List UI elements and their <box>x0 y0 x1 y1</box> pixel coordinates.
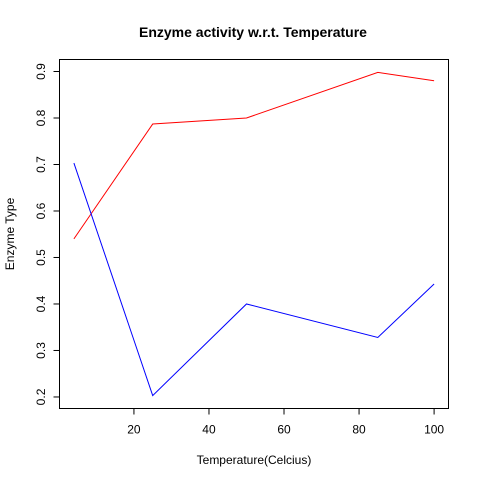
series-line-1 <box>73 71 435 240</box>
y-tick-label: 0.3 <box>34 342 48 359</box>
chart-title: Enzyme activity w.r.t. Temperature <box>139 24 367 40</box>
y-tick-label: 0.7 <box>34 156 48 173</box>
x-tick-label: 20 <box>127 423 141 437</box>
plot-frame <box>59 59 449 409</box>
x-tick-label: 100 <box>424 423 444 437</box>
y-axis: 0.2 0.3 0.4 0.5 0.6 0.7 0.8 0.9 <box>34 63 60 405</box>
y-tick-label: 0.9 <box>34 63 48 80</box>
y-tick-label: 0.8 <box>34 109 48 126</box>
x-tick-label: 40 <box>202 423 216 437</box>
x-tick-label: 80 <box>352 423 366 437</box>
x-axis: 20 40 60 80 100 <box>127 408 444 437</box>
y-tick-label: 0.2 <box>34 388 48 405</box>
y-tick-label: 0.5 <box>34 249 48 266</box>
x-tick-label: 60 <box>277 423 291 437</box>
series-line-2 <box>73 162 435 397</box>
y-tick-label: 0.6 <box>34 202 48 219</box>
y-tick-label: 0.4 <box>34 295 48 312</box>
x-axis-label: Temperature(Celcius) <box>197 453 312 467</box>
y-axis-label: Enzyme Type <box>3 197 17 270</box>
series-layer <box>73 71 435 397</box>
